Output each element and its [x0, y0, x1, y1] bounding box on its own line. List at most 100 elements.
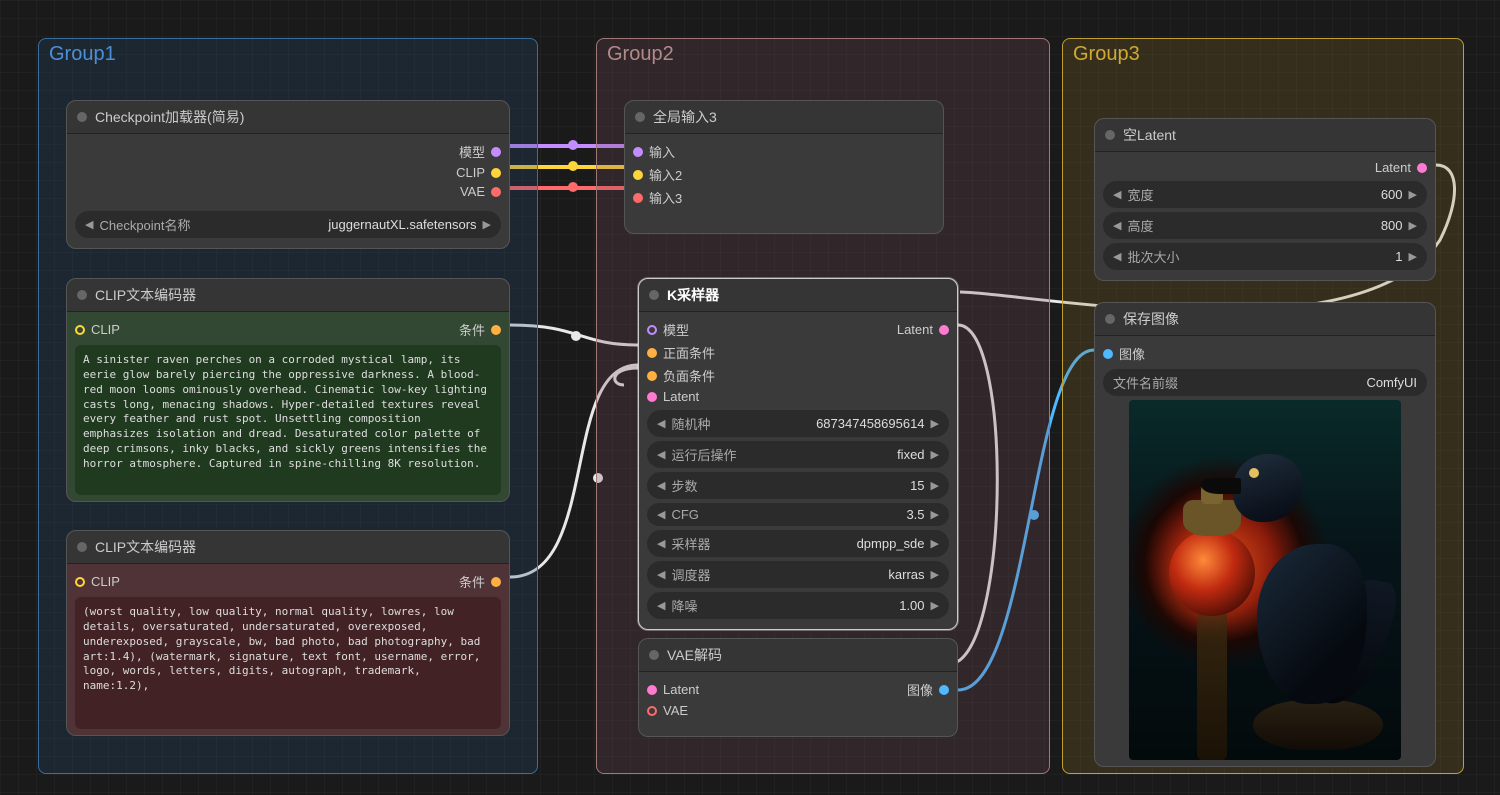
input-label: CLIP — [91, 574, 120, 589]
input-port-clip[interactable] — [75, 577, 85, 587]
collapse-icon[interactable] — [649, 290, 659, 300]
arrow-right-icon[interactable]: ▶ — [931, 479, 939, 492]
widget-value: 687347458695614 — [816, 416, 924, 431]
output-port-clip[interactable] — [491, 168, 501, 178]
arrow-right-icon[interactable]: ▶ — [1409, 219, 1417, 232]
filename-prefix-widget[interactable]: 文件名前缀 ComfyUI — [1103, 369, 1427, 396]
collapse-icon[interactable] — [1105, 130, 1115, 140]
output-label: 图像 — [907, 680, 933, 699]
arrow-left-icon[interactable]: ◀ — [657, 537, 665, 550]
widget-value: karras — [888, 567, 924, 582]
arrow-left-icon[interactable]: ◀ — [1113, 188, 1121, 201]
input-label: CLIP — [91, 322, 120, 337]
arrow-left-icon[interactable]: ◀ — [657, 568, 665, 581]
steps-widget[interactable]: ◀步数15▶ — [647, 472, 949, 499]
arrow-right-icon[interactable]: ▶ — [931, 417, 939, 430]
input-port-negative[interactable] — [647, 371, 657, 381]
link-model-mid-dot — [568, 140, 578, 150]
height-widget[interactable]: ◀高度800▶ — [1103, 212, 1427, 239]
node-ksampler[interactable]: K采样器 模型 Latent 正面条件 负面条件 Latent ◀随机种6873… — [638, 278, 958, 630]
collapse-icon[interactable] — [635, 112, 645, 122]
output-port-latent[interactable] — [1417, 163, 1427, 173]
collapse-icon[interactable] — [77, 290, 87, 300]
node-title: CLIP文本编码器 — [95, 537, 196, 557]
node-clip-text-encoder-negative[interactable]: CLIP文本编码器 CLIP 条件 (worst quality, low qu… — [66, 530, 510, 736]
input-port-vae[interactable] — [633, 193, 643, 203]
width-widget[interactable]: ◀宽度600▶ — [1103, 181, 1427, 208]
output-port-conditioning[interactable] — [491, 577, 501, 587]
scheduler-widget[interactable]: ◀调度器karras▶ — [647, 561, 949, 588]
node-title: K采样器 — [667, 285, 719, 305]
node-save-image[interactable]: 保存图像 图像 文件名前缀 ComfyUI — [1094, 302, 1436, 767]
input-port-clip[interactable] — [75, 325, 85, 335]
batch-size-widget[interactable]: ◀批次大小1▶ — [1103, 243, 1427, 270]
widget-value: 3.5 — [906, 507, 924, 522]
widget-value: ComfyUI — [1366, 375, 1417, 390]
collapse-icon[interactable] — [1105, 314, 1115, 324]
collapse-icon[interactable] — [77, 112, 87, 122]
node-checkpoint-loader[interactable]: Checkpoint加载器(简易) 模型 CLIP VAE ◀Checkpoin… — [66, 100, 510, 249]
output-port-latent[interactable] — [939, 325, 949, 335]
input-port-latent[interactable] — [647, 392, 657, 402]
arrow-left-icon[interactable]: ◀ — [657, 508, 665, 521]
node-global-inputs[interactable]: 全局输入3 输入 输入2 输入3 — [624, 100, 944, 234]
arrow-left-icon[interactable]: ◀ — [657, 417, 665, 430]
node-header[interactable]: 全局输入3 — [625, 101, 943, 134]
sampler-widget[interactable]: ◀采样器dpmpp_sde▶ — [647, 530, 949, 557]
input-port-model[interactable] — [633, 147, 643, 157]
denoise-widget[interactable]: ◀降噪1.00▶ — [647, 592, 949, 619]
negative-prompt-textarea[interactable]: (worst quality, low quality, normal qual… — [75, 597, 501, 729]
prompt-textarea[interactable]: A sinister raven perches on a corroded m… — [75, 345, 501, 495]
group-1-title[interactable]: Group1 — [49, 43, 116, 66]
arrow-right-icon[interactable]: ▶ — [483, 218, 491, 231]
node-header[interactable]: 保存图像 — [1095, 303, 1435, 336]
seed-widget[interactable]: ◀随机种687347458695614▶ — [647, 410, 949, 437]
widget-label: 步数 — [671, 476, 697, 495]
output-port-vae[interactable] — [491, 187, 501, 197]
arrow-left-icon[interactable]: ◀ — [1113, 250, 1121, 263]
arrow-left-icon[interactable]: ◀ — [657, 599, 665, 612]
arrow-right-icon[interactable]: ▶ — [1409, 188, 1417, 201]
link-clip-mid-dot — [568, 161, 578, 171]
checkpoint-name-widget[interactable]: ◀Checkpoint名称 juggernautXL.safetensors▶ — [75, 211, 501, 238]
arrow-left-icon[interactable]: ◀ — [657, 479, 665, 492]
input-port-vae[interactable] — [647, 706, 657, 716]
preview-image[interactable] — [1129, 400, 1401, 760]
cfg-widget[interactable]: ◀CFG3.5▶ — [647, 503, 949, 526]
input-port-positive[interactable] — [647, 348, 657, 358]
input-port-image[interactable] — [1103, 349, 1113, 359]
node-header[interactable]: K采样器 — [639, 279, 957, 312]
node-header[interactable]: CLIP文本编码器 — [67, 279, 509, 312]
after-generate-widget[interactable]: ◀运行后操作fixed▶ — [647, 441, 949, 468]
output-label: 条件 — [459, 320, 485, 339]
group-3-title[interactable]: Group3 — [1073, 43, 1140, 66]
arrow-left-icon[interactable]: ◀ — [85, 218, 93, 231]
arrow-left-icon[interactable]: ◀ — [657, 448, 665, 461]
arrow-right-icon[interactable]: ▶ — [931, 508, 939, 521]
arrow-right-icon[interactable]: ▶ — [1409, 250, 1417, 263]
collapse-icon[interactable] — [649, 650, 659, 660]
arrow-right-icon[interactable]: ▶ — [931, 537, 939, 550]
output-port-model[interactable] — [491, 147, 501, 157]
node-header[interactable]: CLIP文本编码器 — [67, 531, 509, 564]
node-header[interactable]: Checkpoint加载器(简易) — [67, 101, 509, 134]
node-clip-text-encoder-positive[interactable]: CLIP文本编码器 CLIP 条件 A sinister raven perch… — [66, 278, 510, 502]
arrow-right-icon[interactable]: ▶ — [931, 448, 939, 461]
arrow-right-icon[interactable]: ▶ — [931, 568, 939, 581]
input-port-clip[interactable] — [633, 170, 643, 180]
node-empty-latent[interactable]: 空Latent Latent ◀宽度600▶ ◀高度800▶ ◀批次大小1▶ — [1094, 118, 1436, 281]
collapse-icon[interactable] — [77, 542, 87, 552]
input-port-latent[interactable] — [647, 685, 657, 695]
node-header[interactable]: 空Latent — [1095, 119, 1435, 152]
output-port-conditioning[interactable] — [491, 325, 501, 335]
input-label: 图像 — [1119, 344, 1145, 363]
group-2-title[interactable]: Group2 — [607, 43, 674, 66]
node-vae-decode[interactable]: VAE解码 Latent 图像 VAE — [638, 638, 958, 737]
output-port-image[interactable] — [939, 685, 949, 695]
input-port-model[interactable] — [647, 325, 657, 335]
preview-pedestal — [1253, 700, 1383, 750]
arrow-right-icon[interactable]: ▶ — [931, 599, 939, 612]
node-header[interactable]: VAE解码 — [639, 639, 957, 672]
arrow-left-icon[interactable]: ◀ — [1113, 219, 1121, 232]
widget-label: 文件名前缀 — [1113, 373, 1178, 392]
